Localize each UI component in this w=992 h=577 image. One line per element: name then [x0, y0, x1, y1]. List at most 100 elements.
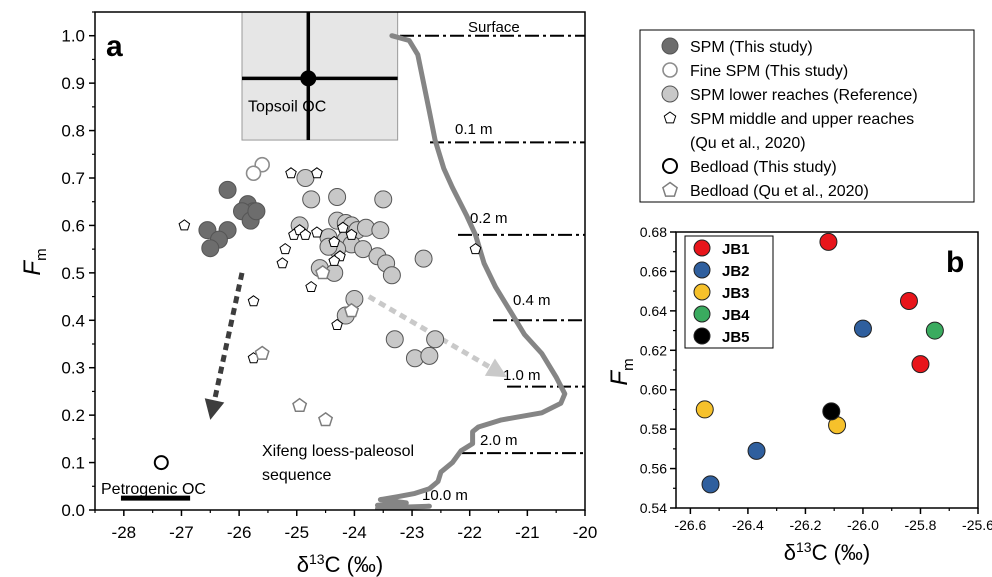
- legend-label: Fine SPM (This study): [690, 63, 848, 80]
- x-tick-label: -20: [573, 523, 598, 542]
- data-point: [345, 228, 358, 240]
- data-point: [701, 475, 720, 494]
- legend-label: JB2: [722, 263, 750, 280]
- legend-label: SPM (This study): [690, 39, 813, 56]
- y-tick-label: 0.62: [640, 342, 667, 358]
- data-point: [382, 266, 401, 285]
- x-tick-label: -21: [515, 523, 540, 542]
- y-tick-label: 0.9: [61, 74, 85, 93]
- data-point: [254, 345, 270, 360]
- topsoil-errorbars: [242, 12, 398, 141]
- data-point: [153, 455, 169, 471]
- panel-a-marks: [153, 156, 482, 471]
- data-point: [414, 249, 433, 268]
- trend-arrows: [204, 272, 508, 420]
- x-tick-label: -27: [169, 523, 194, 542]
- data-point: [853, 319, 872, 338]
- legend-symbol: [663, 111, 677, 124]
- data-point: [178, 219, 191, 231]
- data-point: [385, 330, 404, 349]
- x-tick-label: -28: [112, 523, 137, 542]
- y-tick-label: 0.54: [640, 500, 667, 516]
- arrow-dark-head: [204, 398, 225, 420]
- x-tick-label: -26.4: [732, 517, 764, 533]
- panel-b-marks: [695, 232, 944, 494]
- data-point: [328, 254, 341, 266]
- x-tick-label: -24: [342, 523, 367, 542]
- y-tick-label: 0.5: [61, 264, 85, 283]
- data-point: [299, 228, 312, 240]
- y-tick-label: 0.60: [640, 382, 667, 398]
- legend-label: (Qu et al., 2020): [690, 135, 806, 152]
- y-tick-label: 0.8: [61, 122, 85, 141]
- legend-symbol: [693, 239, 711, 257]
- y-tick-label: 0.58: [640, 421, 667, 437]
- x-tick-label: -26.0: [847, 517, 879, 533]
- legend-label: SPM middle and upper reaches: [690, 111, 914, 128]
- legend-label: JB5: [722, 329, 750, 346]
- panel-b-axes: -26.6 -26.4 -26.2 -26.0 -25.8 -25.6 0.54 0.56 0.…: [640, 224, 992, 533]
- legend-symbol: [693, 261, 711, 279]
- legend-symbol: [693, 327, 711, 345]
- panel-b-ylabel: Fm: [606, 358, 637, 385]
- data-point: [925, 321, 944, 340]
- panel-a-legend: SPM (This study) Fine SPM (This study) SPM…: [639, 29, 975, 203]
- x-tick-label: -25.6: [962, 517, 992, 533]
- legend-label: SPM lower reaches (Reference): [690, 87, 918, 104]
- x-tick-label: -23: [400, 523, 425, 542]
- x-tick-label: -25: [284, 523, 309, 542]
- data-point: [279, 242, 292, 255]
- panel-b-chart: JB1 JB2 JB3 JB4 JB5 -26.6 -26.4 -26.2 -26.0 -25.…: [606, 224, 992, 565]
- legend-symbol: [661, 85, 679, 103]
- data-point: [331, 318, 343, 330]
- panel-a-xlabel: δ13C (‰): [297, 551, 383, 577]
- y-tick-label: 0.64: [640, 303, 667, 319]
- depth-label: 0.1 m: [455, 121, 493, 138]
- data-point: [371, 221, 390, 240]
- data-point: [345, 289, 364, 308]
- depth-markers: Surface 0.1 m 0.2 m 0.4 m 1.0 m 2.0 m 10.0 m: [400, 19, 585, 504]
- panel-a-chart: Topsoil OC Surface 0.1 m 0.2 m 0.4 m 1.0 m 2.…: [19, 11, 598, 577]
- petrogenic-label: Petrogenic OC: [101, 481, 206, 498]
- y-tick-label: 1.0: [61, 27, 85, 46]
- data-point: [247, 295, 260, 307]
- legend-label: JB4: [722, 307, 750, 324]
- y-tick-label: 0.6: [61, 216, 85, 235]
- y-tick-label: 0.56: [640, 461, 667, 477]
- legend-label: JB3: [722, 285, 750, 302]
- x-tick-label: -26: [227, 523, 252, 542]
- legend-label: JB1: [722, 241, 750, 258]
- y-tick-label: 0.68: [640, 224, 667, 240]
- depth-label: 10.0 m: [422, 487, 468, 504]
- data-point: [201, 239, 220, 258]
- data-point: [285, 167, 297, 179]
- loess-label-line1: Xifeng loess-paleosol: [262, 443, 414, 460]
- data-point: [247, 202, 266, 221]
- topsoil-region: [241, 11, 399, 141]
- data-point: [292, 397, 308, 413]
- topsoil-mean-point: [300, 70, 317, 87]
- data-point: [911, 355, 930, 374]
- legend-symbol: [662, 181, 678, 197]
- data-point: [819, 232, 838, 251]
- data-point: [328, 187, 347, 206]
- panel-a-ylabel: Fm: [19, 248, 50, 275]
- data-point: [344, 302, 360, 318]
- legend-symbol: [693, 305, 711, 323]
- data-point: [747, 441, 766, 460]
- data-point: [328, 235, 341, 247]
- arrow-light-head: [484, 358, 508, 378]
- depth-label: 0.4 m: [513, 292, 551, 309]
- panel-a-label: a: [106, 30, 123, 63]
- depth-label: 0.2 m: [470, 210, 508, 227]
- x-tick-label: -22: [457, 523, 482, 542]
- data-point: [311, 226, 323, 238]
- data-point: [218, 180, 237, 199]
- y-tick-label: 0.1: [61, 454, 85, 473]
- y-tick-label: 0.7: [61, 169, 85, 188]
- topsoil-label: Topsoil OC: [248, 99, 326, 116]
- y-tick-label: 0.0: [61, 501, 85, 520]
- arrow-dark-shaft: [212, 272, 245, 401]
- y-tick-label: 0.3: [61, 359, 85, 378]
